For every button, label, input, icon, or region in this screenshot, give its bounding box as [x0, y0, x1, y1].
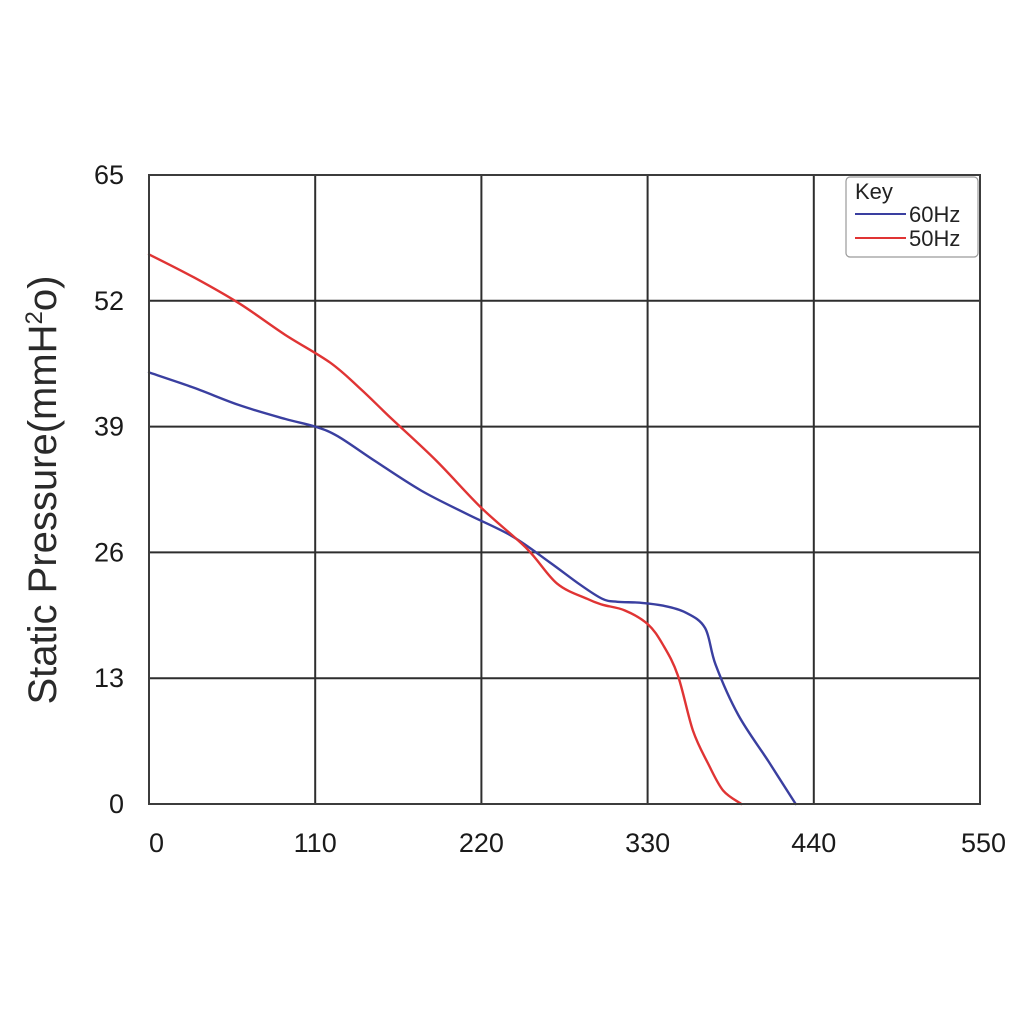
legend-label-50hz: 50Hz: [909, 226, 960, 251]
x-tick-label-2: 220: [459, 828, 504, 858]
legend: Key 60Hz 50Hz: [845, 176, 979, 258]
x-tick-label-4: 440: [791, 828, 836, 858]
x-tick-label-0: 0: [149, 828, 164, 858]
legend-title: Key: [855, 179, 893, 204]
x-tick-label-5: 550: [961, 828, 1006, 858]
series-line-60hz: [147, 371, 797, 806]
y-tick-label-5: 65: [94, 160, 124, 190]
y-tick-labels: 0 13 26 39 52 65: [94, 160, 124, 819]
y-tick-label-3: 39: [94, 412, 124, 442]
y-tick-label-2: 26: [94, 537, 124, 567]
x-tick-label-1: 110: [294, 828, 337, 858]
x-tick-labels: 0 110 220 330 440 550: [149, 828, 1006, 858]
grid: [148, 174, 981, 805]
y-tick-label-1: 13: [94, 663, 124, 693]
y-axis-title-main: Static Pressure(mmH: [21, 324, 65, 704]
y-axis-title-sup: 2: [21, 311, 48, 324]
legend-label-60hz: 60Hz: [909, 202, 960, 227]
plot-frame: [148, 174, 981, 805]
series-lines: [147, 253, 797, 806]
y-tick-label-4: 52: [94, 286, 124, 316]
y-axis-title: Static Pressure(mmH2o): [21, 276, 65, 705]
series-line-50hz: [147, 253, 743, 806]
y-tick-label-0: 0: [109, 789, 124, 819]
y-axis-title-end: o): [21, 276, 65, 312]
x-tick-label-3: 330: [625, 828, 670, 858]
